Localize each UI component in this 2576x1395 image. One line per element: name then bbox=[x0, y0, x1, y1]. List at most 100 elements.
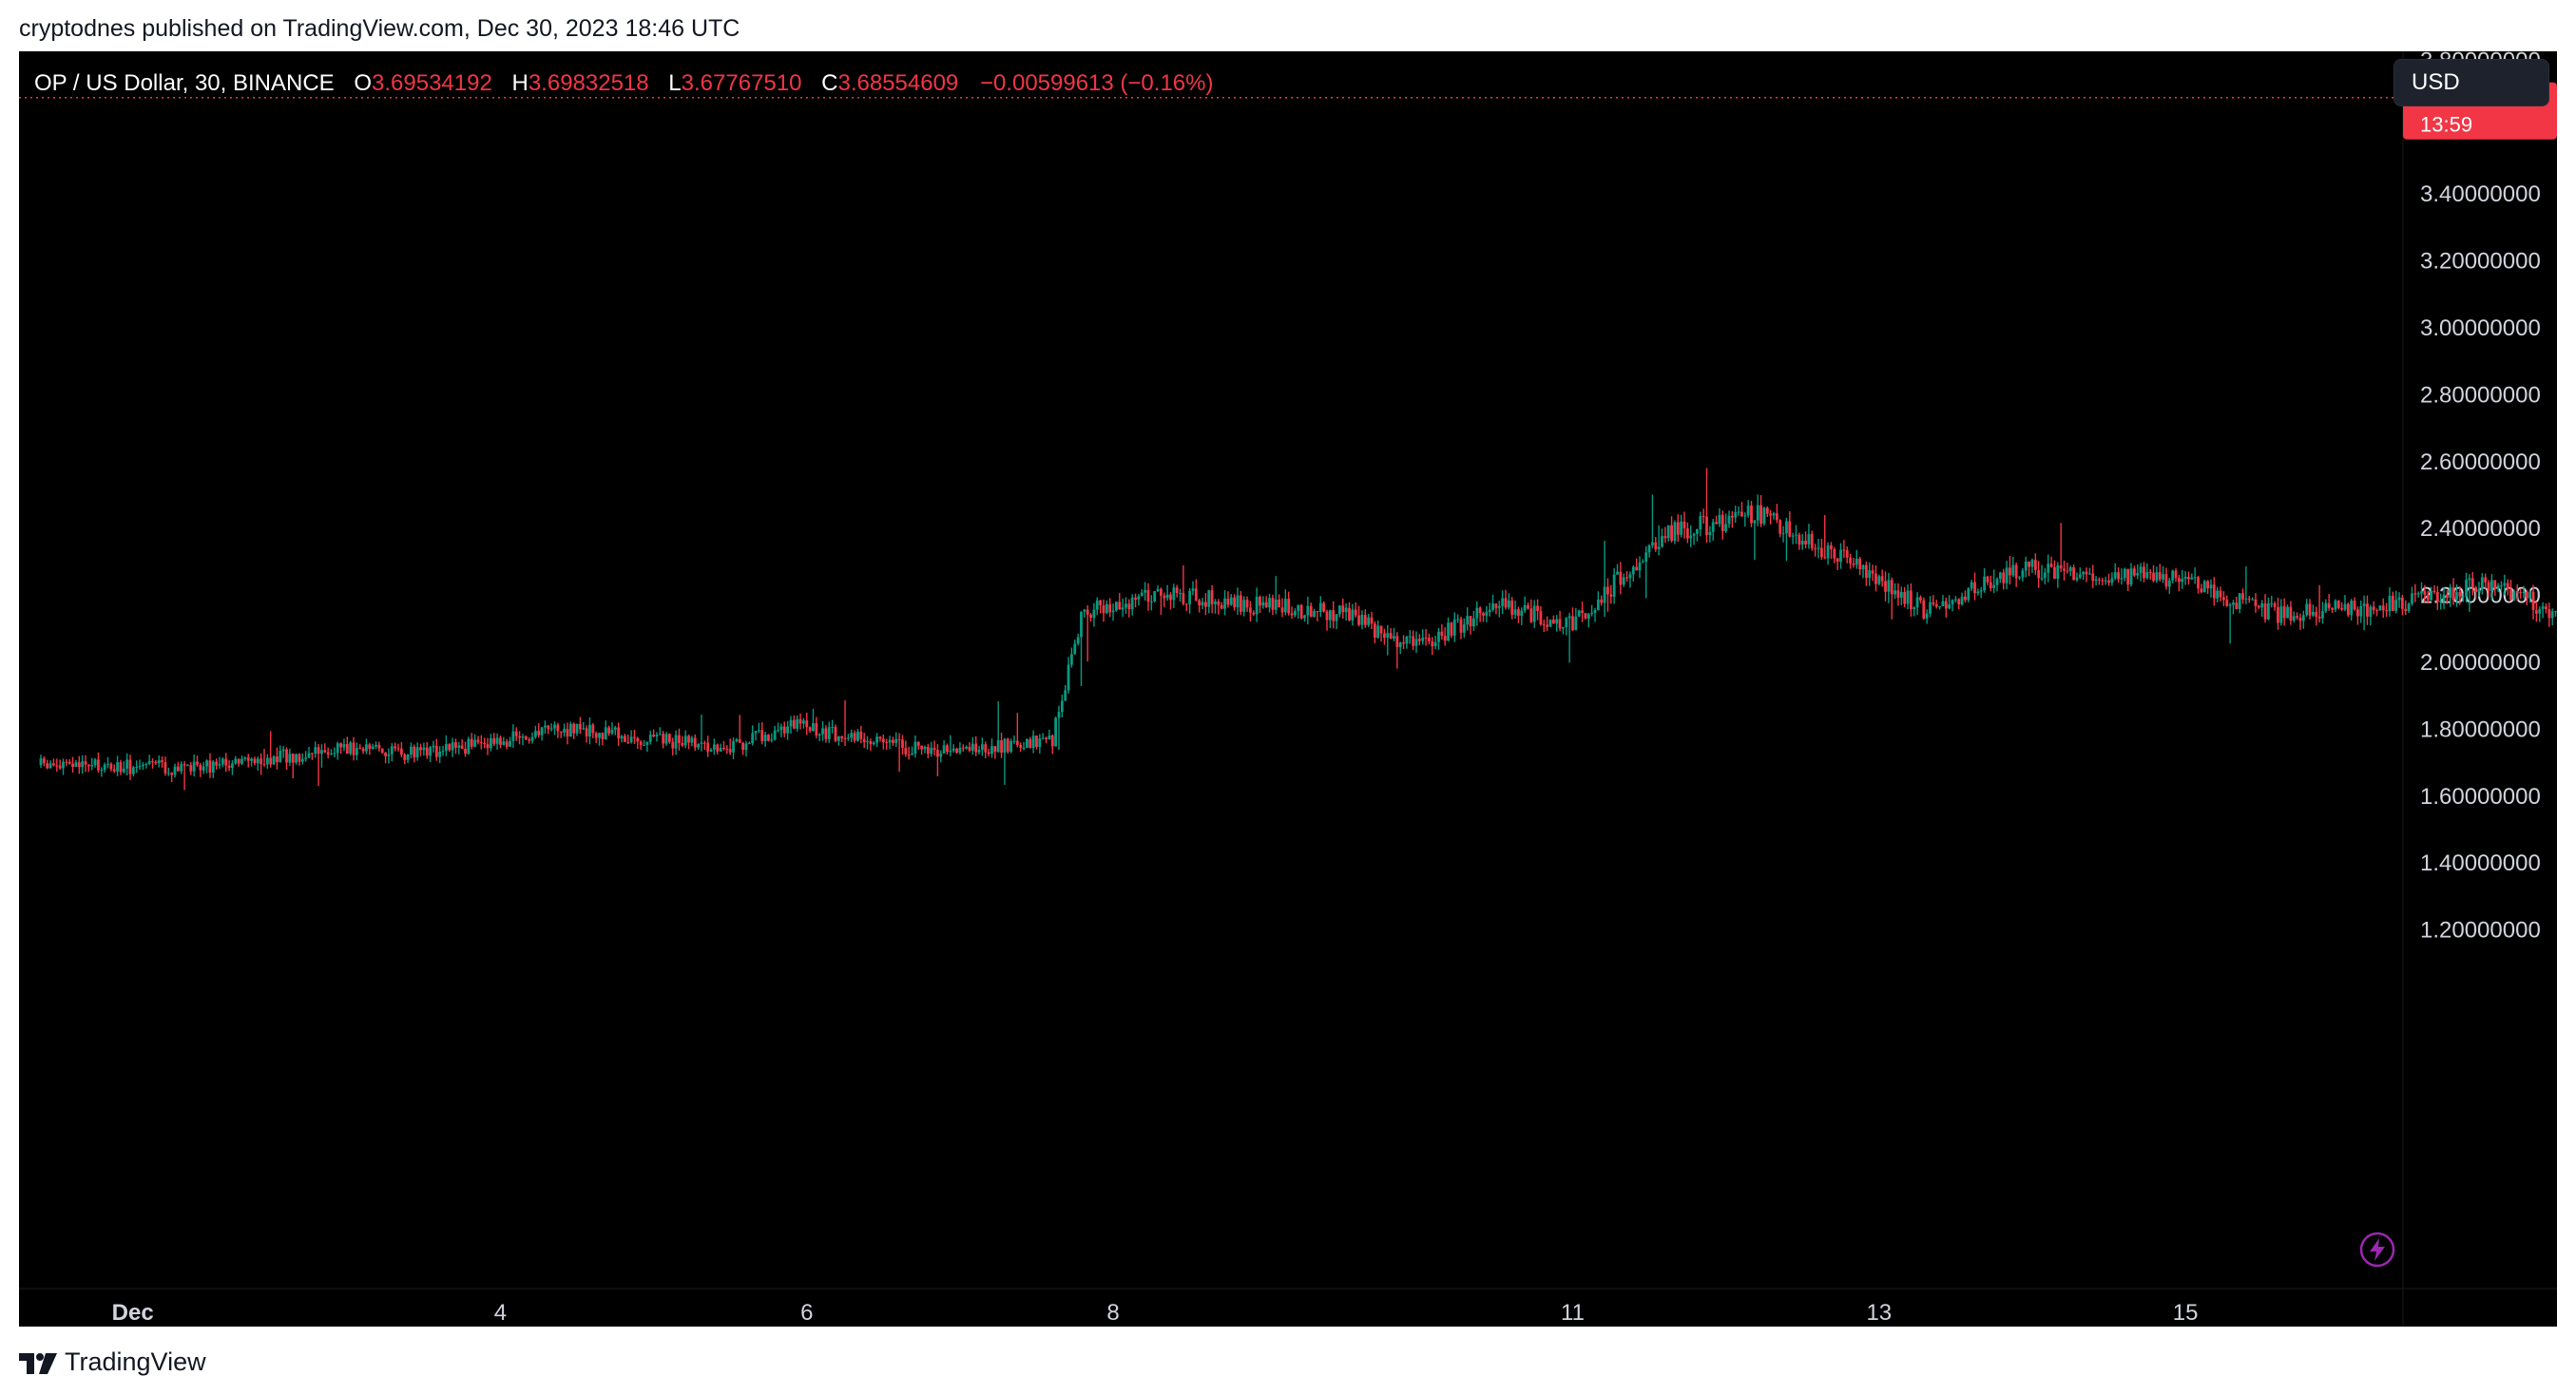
candle-body bbox=[658, 734, 662, 736]
candle-body bbox=[968, 746, 971, 751]
candle-body bbox=[1622, 577, 1625, 585]
candle-body bbox=[1539, 610, 1543, 625]
candle-body bbox=[352, 742, 356, 755]
candle-body bbox=[349, 742, 353, 755]
lightning-icon[interactable] bbox=[2357, 1230, 2397, 1270]
candle-body bbox=[853, 733, 856, 741]
candle-body bbox=[1513, 609, 1517, 615]
candle-body bbox=[537, 731, 541, 736]
candle-body bbox=[1086, 609, 1089, 615]
candle-body bbox=[2545, 606, 2547, 609]
candle-body bbox=[1769, 513, 1773, 516]
candle-body bbox=[706, 742, 710, 752]
candle-body bbox=[131, 767, 135, 774]
candle-body bbox=[205, 760, 208, 767]
candle-body bbox=[1137, 596, 1141, 600]
candle-body bbox=[2072, 567, 2075, 581]
candle-body bbox=[300, 758, 304, 762]
candle-body bbox=[2197, 577, 2200, 589]
candle-body bbox=[1546, 624, 1549, 627]
candle-body bbox=[170, 773, 174, 775]
candle-body bbox=[1948, 603, 1951, 609]
candle-body bbox=[234, 758, 238, 764]
candle-body bbox=[1306, 605, 1310, 616]
candle-body bbox=[530, 736, 534, 741]
candle-body bbox=[2143, 566, 2145, 579]
candle-body bbox=[1938, 606, 1941, 608]
candle-body bbox=[260, 758, 263, 765]
candle-body bbox=[888, 739, 892, 743]
candle-body bbox=[186, 765, 189, 767]
candle-body bbox=[2063, 568, 2066, 571]
candle-body bbox=[1983, 576, 1986, 591]
candle-body bbox=[211, 761, 215, 774]
candle-body bbox=[939, 753, 943, 757]
candle-body bbox=[904, 747, 908, 755]
candle-body bbox=[1179, 592, 1182, 594]
candle-body bbox=[1750, 506, 1753, 524]
currency-button[interactable]: USD bbox=[2393, 59, 2549, 106]
candle-body bbox=[996, 740, 1000, 753]
candle-body bbox=[859, 731, 863, 739]
candle-body bbox=[862, 738, 866, 743]
candle-body bbox=[2420, 591, 2423, 594]
candle-body bbox=[2123, 568, 2126, 579]
candle-body bbox=[473, 739, 476, 747]
candle-body bbox=[52, 763, 55, 766]
candle-body bbox=[1973, 582, 1976, 594]
candle-body bbox=[2451, 587, 2455, 601]
candle-body bbox=[544, 725, 547, 728]
candle-body bbox=[1670, 525, 1673, 542]
chart-panel[interactable]: 1.20000000 1.40000000 1.60000000 1.80000000… bbox=[19, 51, 2557, 1327]
candle-body bbox=[2391, 595, 2394, 611]
candle-body bbox=[674, 735, 678, 749]
candle-body bbox=[2490, 580, 2493, 591]
candle-body bbox=[763, 735, 767, 741]
candle-body bbox=[1826, 545, 1830, 559]
candle-body bbox=[65, 761, 68, 763]
candle-body bbox=[1979, 590, 1983, 592]
candle-body bbox=[1590, 612, 1594, 615]
candle-body bbox=[1328, 610, 1332, 621]
candle-body bbox=[585, 728, 588, 737]
candle-body bbox=[396, 748, 400, 750]
candlestick-chart[interactable]: 1.20000000 1.40000000 1.60000000 1.80000000… bbox=[19, 51, 2557, 1327]
candle-body bbox=[1817, 547, 1820, 549]
candle-body bbox=[725, 749, 729, 751]
candle-body bbox=[2209, 584, 2213, 589]
candle-body bbox=[1475, 607, 1479, 619]
candle-body bbox=[789, 719, 793, 727]
candle-body bbox=[1657, 546, 1661, 549]
candle-body bbox=[782, 726, 786, 734]
candle-body bbox=[1951, 600, 1954, 604]
candle-body bbox=[390, 746, 394, 755]
candle-body bbox=[2129, 568, 2133, 585]
candle-body bbox=[2372, 606, 2375, 611]
candle-body bbox=[1165, 594, 1169, 599]
candle-body bbox=[2056, 564, 2060, 580]
candle-body bbox=[1734, 511, 1738, 518]
candle-body bbox=[142, 764, 144, 767]
candle-body bbox=[643, 744, 645, 746]
candle-body bbox=[1325, 611, 1329, 621]
candle-body bbox=[636, 737, 640, 742]
candle-body bbox=[2104, 580, 2107, 582]
symbol-label[interactable]: OP / US Dollar, 30, BINANCE bbox=[34, 70, 335, 96]
candle-body bbox=[2474, 587, 2478, 593]
candle-body bbox=[262, 764, 266, 766]
candle-body bbox=[2113, 572, 2117, 579]
candle-body bbox=[243, 757, 247, 759]
candle-body bbox=[317, 747, 320, 755]
candle-body bbox=[1647, 545, 1651, 553]
candle-body bbox=[2212, 584, 2216, 599]
candle-body bbox=[1797, 534, 1801, 545]
candle-body bbox=[2547, 608, 2551, 619]
candle-body bbox=[1730, 515, 1734, 518]
candle-body bbox=[578, 723, 582, 730]
candle-body bbox=[1376, 625, 1380, 639]
candle-body bbox=[1338, 605, 1341, 615]
candle-body bbox=[719, 747, 722, 752]
candle-body bbox=[1214, 601, 1217, 604]
candle-body bbox=[1207, 590, 1211, 607]
candle-body bbox=[457, 745, 461, 748]
